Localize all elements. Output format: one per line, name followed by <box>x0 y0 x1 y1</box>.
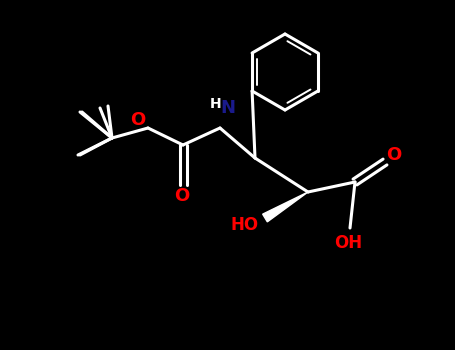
Text: O: O <box>131 111 146 129</box>
Text: O: O <box>386 146 402 164</box>
Polygon shape <box>263 192 308 222</box>
Text: OH: OH <box>334 234 362 252</box>
Text: O: O <box>174 187 190 205</box>
Text: N: N <box>221 99 236 117</box>
Text: H: H <box>210 97 222 111</box>
Text: HO: HO <box>231 216 259 234</box>
